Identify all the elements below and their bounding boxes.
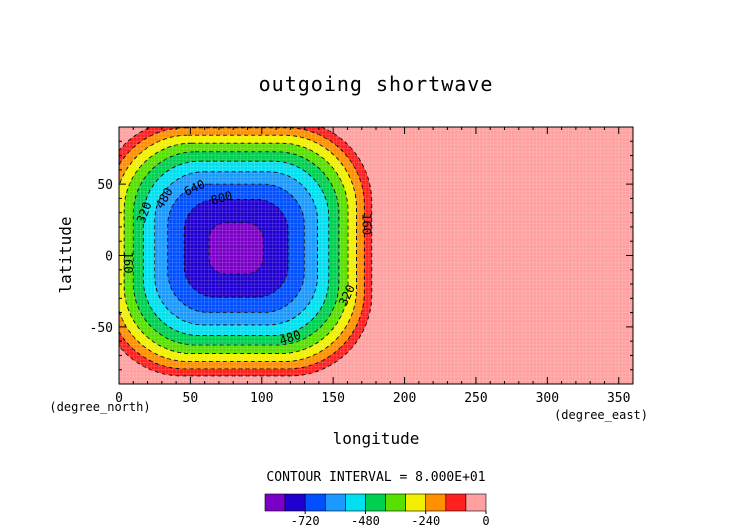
x-tick-label: 200 [393, 391, 416, 406]
colorbar-tick-label: -480 [351, 514, 380, 528]
contour-line [183, 199, 289, 298]
colorbar-tick-label: -720 [291, 514, 320, 528]
colorbar-swatch [284, 493, 306, 512]
x-tick-label: 250 [464, 391, 487, 406]
contour-line [119, 127, 373, 377]
colorbar-swatch [425, 493, 447, 512]
chart-title: outgoing shortwave [259, 72, 494, 96]
contour-line [167, 183, 305, 314]
contour-line [123, 142, 349, 355]
x-axis-units: (degree_east) [554, 408, 648, 422]
colorbar-swatch [264, 493, 286, 512]
colorbar-swatch [345, 493, 366, 512]
y-axis-label: latitude [56, 216, 75, 293]
colorbar-swatch [385, 493, 406, 512]
colorbar-swatch [304, 493, 326, 512]
colorbar-swatch [445, 493, 467, 512]
contour-interval-label: CONTOUR INTERVAL = 8.000E+01 [266, 470, 485, 485]
x-axis-label: longitude [333, 429, 420, 448]
contour-line [132, 151, 340, 346]
colorbar-swatch [465, 493, 487, 512]
x-tick-label: 100 [250, 391, 273, 406]
colorbar-swatch [324, 493, 346, 512]
y-tick-label: -50 [90, 321, 113, 336]
grid-lines [119, 127, 633, 384]
colorbar: -720 -480 -240 0 [264, 493, 490, 528]
colorbar-swatch [365, 493, 386, 512]
colorbar-tick-label: 0 [482, 514, 489, 528]
x-tick-label: 150 [321, 391, 344, 406]
x-tick-label: 350 [607, 391, 630, 406]
colorbar-tick-label: -240 [411, 514, 440, 528]
axes: 0 50 100 150 200 250 300 350 -50 0 50 [90, 127, 633, 406]
contour-label: 160 [360, 213, 374, 235]
contour-label: 160 [121, 252, 135, 274]
y-tick-label: 50 [97, 178, 113, 193]
contour-label: 800 [209, 188, 234, 207]
x-tick-label: 50 [183, 391, 199, 406]
contour-label: 480 [278, 328, 303, 348]
contour-label: 320 [134, 200, 155, 225]
contour-line [208, 222, 264, 275]
y-tick-label: 0 [105, 250, 113, 265]
filled-contours [119, 127, 379, 383]
contour-line [119, 127, 365, 370]
contour-band [208, 222, 264, 274]
colorbar-swatch [405, 493, 427, 512]
contour-line [154, 171, 318, 326]
contour-line [142, 160, 330, 336]
y-axis-units: (degree_north) [49, 400, 150, 414]
x-tick-label: 0 [115, 391, 123, 406]
x-tick-label: 300 [536, 391, 559, 406]
